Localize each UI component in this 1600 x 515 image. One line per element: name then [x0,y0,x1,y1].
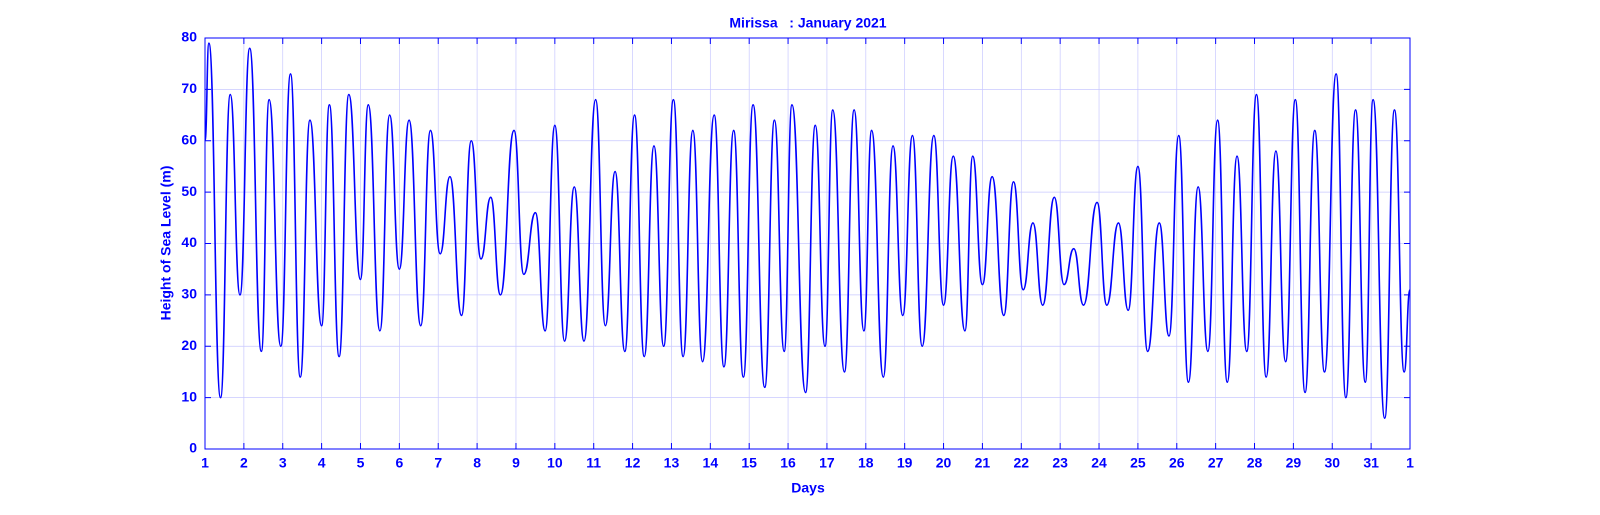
x-tick-label: 28 [1247,455,1263,471]
plot-frame [204,37,1411,450]
x-tick-label: 25 [1130,455,1146,471]
x-tick-label: 3 [279,455,287,471]
x-tick-label: 8 [473,455,481,471]
x-tick-label: 30 [1324,455,1340,471]
x-tick-label: 15 [741,455,757,471]
x-tick-label: 12 [625,455,641,471]
x-tick-label: 29 [1286,455,1302,471]
x-tick-label: 4 [318,455,326,471]
x-tick-label: 31 [1363,455,1379,471]
x-tick-label: 9 [512,455,520,471]
y-tick-label: 60 [181,131,197,147]
x-tick-label: 21 [975,455,991,471]
y-tick-label: 20 [181,337,197,353]
x-tick-label: 7 [434,455,442,471]
x-tick-label: 26 [1169,455,1185,471]
x-tick-label: 14 [703,455,719,471]
x-tick-label: 10 [547,455,563,471]
x-tick-label: 11 [586,455,601,471]
x-tick-label: 17 [819,455,835,471]
x-tick-label: 1 [1406,455,1414,471]
y-tick-label: 50 [181,183,197,199]
x-tick-label: 27 [1208,455,1224,471]
x-axis-label: Days [791,480,825,496]
x-tick-label: 23 [1052,455,1068,471]
chart-title: Mirissa : January 2021 [729,15,886,31]
x-tick-label: 16 [780,455,796,471]
y-tick-label: 30 [181,286,197,302]
x-tick-label: 20 [936,455,952,471]
x-tick-label: 5 [357,455,365,471]
x-tick-label: 19 [897,455,913,471]
y-tick-label: 80 [181,29,197,45]
x-tick-label: 18 [858,455,874,471]
series-line [204,42,1411,419]
x-tick-label: 1 [201,455,209,471]
x-tick-label: 22 [1014,455,1030,471]
x-tick-label: 24 [1091,455,1107,471]
y-tick-label: 70 [181,80,197,96]
y-tick-label: 10 [181,388,197,404]
x-tick-label: 6 [395,455,403,471]
y-axis-label: Height of Sea Level (m) [158,166,174,321]
x-tick-label: 2 [240,455,248,471]
y-tick-label: 0 [189,440,197,456]
x-tick-label: 13 [664,455,680,471]
y-tick-label: 40 [181,234,197,250]
